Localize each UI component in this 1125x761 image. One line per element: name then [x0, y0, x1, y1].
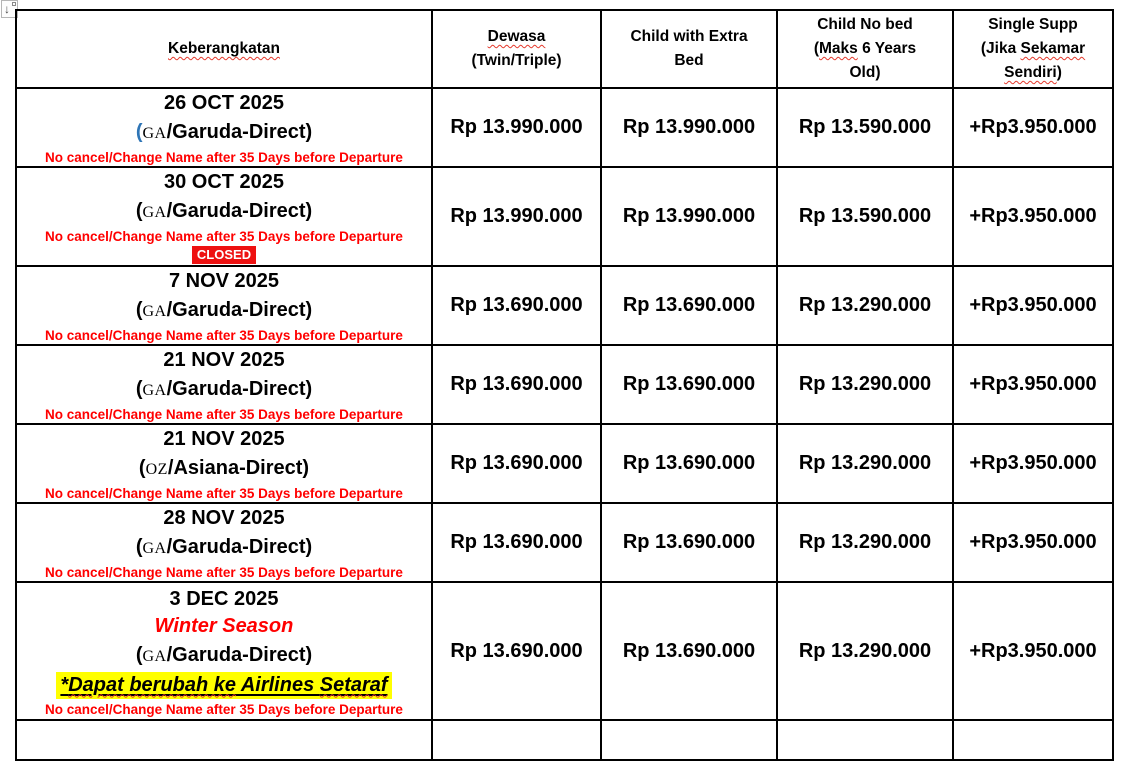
price-child-extra: Rp 13.990.000 — [600, 87, 778, 168]
cancel-note: No cancel/Change Name after 35 Days befo… — [45, 486, 403, 501]
price-single-supp: +Rp3.950.000 — [952, 166, 1114, 267]
cancel-note: No cancel/Change Name after 35 Days befo… — [45, 701, 403, 717]
price-dewasa: Rp 13.990.000 — [431, 166, 602, 267]
airline-line: (GA/Garuda-Direct) — [135, 378, 313, 400]
price-dewasa: Rp 13.690.000 — [431, 581, 602, 721]
price-dewasa: Rp 13.690.000 — [431, 344, 602, 425]
table-anchor-icon[interactable]: ↓ — [1, 0, 18, 18]
departure-cell: 21 NOV 2025 (OZ/Asiana-Direct) No cancel… — [15, 423, 433, 504]
empty-cell — [600, 719, 778, 761]
price-child-nobed: Rp 13.290.000 — [776, 502, 954, 583]
cancel-note: No cancel/Change Name after 35 Days befo… — [45, 407, 403, 422]
price-dewasa: Rp 13.990.000 — [431, 87, 602, 168]
header-keberangkatan-label: Keberangkatan — [168, 40, 280, 57]
departure-date: 21 NOV 2025 — [163, 428, 285, 450]
departure-date: 21 NOV 2025 — [163, 349, 285, 371]
departure-cell: 7 NOV 2025 (GA/Garuda-Direct) No cancel/… — [15, 265, 433, 346]
highlighted-note: *Dapat berubah ke Airlines Setaraf — [56, 671, 392, 699]
header-child-no-bed: Child No bed (Maks 6 Years Old) — [776, 9, 954, 89]
empty-cell — [15, 719, 433, 761]
airline-line: (GA/Garuda-Direct) — [135, 200, 313, 222]
price-dewasa: Rp 13.690.000 — [431, 423, 602, 504]
price-child-nobed: Rp 13.590.000 — [776, 166, 954, 267]
cancel-note: No cancel/Change Name after 35 Days befo… — [45, 229, 403, 244]
price-single-supp: +Rp3.950.000 — [952, 423, 1114, 504]
header-single-supp: Single Supp (Jika Sekamar Sendiri) — [952, 9, 1114, 89]
cancel-note: No cancel/Change Name after 35 Days befo… — [45, 565, 403, 580]
departure-price-table: Keberangkatan Dewasa (Twin/Triple) Child… — [15, 9, 1114, 761]
price-single-supp: +Rp3.950.000 — [952, 344, 1114, 425]
cancel-note: No cancel/Change Name after 35 Days befo… — [45, 328, 403, 343]
header-single-supp-line2: (Jika Sekamar — [980, 40, 1086, 57]
header-child-extra-line2: Bed — [674, 52, 704, 69]
header-keberangkatan: Keberangkatan — [15, 9, 433, 89]
header-child-extra-line1: Child with Extra — [630, 28, 748, 45]
table-row: 21 NOV 2025 (OZ/Asiana-Direct) No cancel… — [15, 423, 1114, 504]
departure-date: 30 OCT 2025 — [163, 171, 285, 193]
empty-cell — [776, 719, 954, 761]
price-child-nobed: Rp 13.290.000 — [776, 581, 954, 721]
empty-cell — [431, 719, 602, 761]
header-child-nobed-line3: Old) — [849, 64, 881, 81]
price-child-extra: Rp 13.690.000 — [600, 502, 778, 583]
airline-line: (GA/Garuda-Direct) — [135, 643, 313, 666]
down-arrow-icon: ↓ — [4, 2, 10, 16]
price-child-nobed: Rp 13.590.000 — [776, 87, 954, 168]
departure-cell: 30 OCT 2025 (GA/Garuda-Direct) No cancel… — [15, 166, 433, 267]
header-dewasa: Dewasa (Twin/Triple) — [431, 9, 602, 89]
table-row: 30 OCT 2025 (GA/Garuda-Direct) No cancel… — [15, 166, 1114, 267]
header-dewasa-line2: (Twin/Triple) — [471, 52, 562, 69]
airline-line: (GA/Garuda-Direct) — [135, 299, 313, 321]
cancel-note: No cancel/Change Name after 35 Days befo… — [45, 150, 403, 165]
price-child-extra: Rp 13.690.000 — [600, 344, 778, 425]
header-single-supp-line3: Sendiri) — [1004, 64, 1062, 81]
airline-line: (GA/Garuda-Direct) — [135, 536, 313, 558]
price-dewasa: Rp 13.690.000 — [431, 265, 602, 346]
price-single-supp: +Rp3.950.000 — [952, 502, 1114, 583]
departure-cell: 28 NOV 2025 (GA/Garuda-Direct) No cancel… — [15, 502, 433, 583]
header-dewasa-line1: Dewasa — [487, 28, 546, 45]
price-single-supp: +Rp3.950.000 — [952, 265, 1114, 346]
header-child-nobed-line1: Child No bed — [817, 16, 913, 33]
header-child-nobed-line2: (Maks 6 Years — [813, 40, 917, 57]
price-single-supp: +Rp3.950.000 — [952, 581, 1114, 721]
departure-cell: 3 DEC 2025 Winter Season (GA/Garuda-Dire… — [15, 581, 433, 721]
table-row-partial — [15, 719, 1114, 761]
table-row: 28 NOV 2025 (GA/Garuda-Direct) No cancel… — [15, 502, 1114, 583]
table-row: 3 DEC 2025 Winter Season (GA/Garuda-Dire… — [15, 581, 1114, 721]
header-single-supp-line1: Single Supp — [988, 16, 1078, 33]
closed-badge: CLOSED — [191, 246, 257, 264]
price-child-nobed: Rp 13.290.000 — [776, 344, 954, 425]
departure-cell: 26 OCT 2025 (GA/Garuda-Direct) No cancel… — [15, 87, 433, 168]
departure-date: 26 OCT 2025 — [163, 92, 285, 114]
departure-date: 7 NOV 2025 — [168, 270, 280, 292]
highlight-line: *Dapat berubah ke Airlines Setaraf — [18, 671, 430, 701]
header-row: Keberangkatan Dewasa (Twin/Triple) Child… — [15, 9, 1114, 89]
table-row: 26 OCT 2025 (GA/Garuda-Direct) No cancel… — [15, 87, 1114, 168]
price-child-extra: Rp 13.690.000 — [600, 581, 778, 721]
price-child-nobed: Rp 13.290.000 — [776, 265, 954, 346]
price-child-extra: Rp 13.690.000 — [600, 423, 778, 504]
price-dewasa: Rp 13.690.000 — [431, 502, 602, 583]
price-single-supp: +Rp3.950.000 — [952, 87, 1114, 168]
closed-line: CLOSED — [18, 245, 430, 264]
airline-line: (OZ/Asiana-Direct) — [138, 457, 310, 479]
departure-date: 28 NOV 2025 — [163, 507, 285, 529]
table-row: 21 NOV 2025 (GA/Garuda-Direct) No cancel… — [15, 344, 1114, 425]
airline-line: (GA/Garuda-Direct) — [135, 121, 313, 143]
departure-cell: 21 NOV 2025 (GA/Garuda-Direct) No cancel… — [15, 344, 433, 425]
corner-mark-icon — [12, 2, 16, 6]
season-label: Winter Season — [154, 614, 294, 637]
empty-cell — [952, 719, 1114, 761]
departure-date: 3 DEC 2025 — [169, 587, 279, 610]
price-child-extra: Rp 13.990.000 — [600, 166, 778, 267]
table-row: 7 NOV 2025 (GA/Garuda-Direct) No cancel/… — [15, 265, 1114, 346]
price-child-extra: Rp 13.690.000 — [600, 265, 778, 346]
price-child-nobed: Rp 13.290.000 — [776, 423, 954, 504]
header-child-extra-bed: Child with Extra Bed — [600, 9, 778, 89]
